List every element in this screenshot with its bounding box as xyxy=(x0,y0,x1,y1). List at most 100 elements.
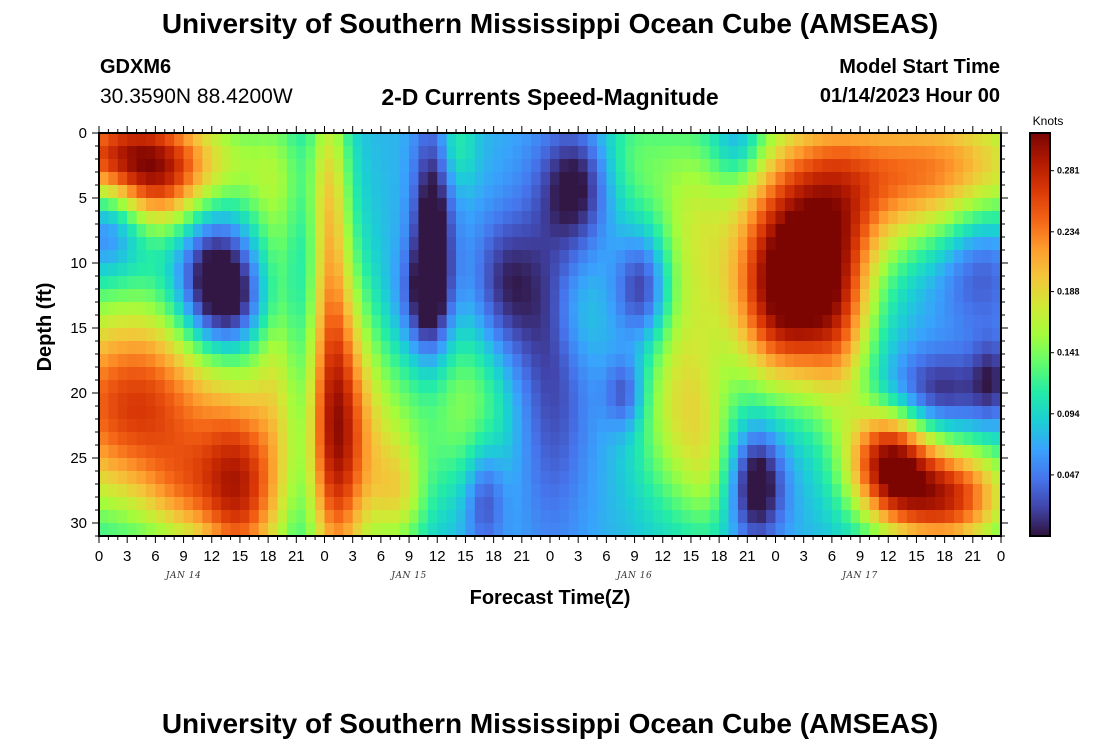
heatmap-cell xyxy=(728,523,739,537)
heatmap-cell xyxy=(700,315,711,329)
heatmap-cell xyxy=(615,302,626,316)
heatmap-cell xyxy=(925,250,936,264)
heatmap-cell xyxy=(127,211,138,225)
heatmap-cell xyxy=(155,289,166,303)
heatmap-cell xyxy=(944,211,955,225)
heatmap-cell xyxy=(869,367,880,381)
heatmap-cell xyxy=(944,497,955,511)
heatmap-cell xyxy=(709,315,720,329)
heatmap-cell xyxy=(681,276,692,290)
heatmap-cell xyxy=(643,263,654,277)
heatmap-cell xyxy=(747,458,758,472)
heatmap-cell xyxy=(587,185,598,199)
heatmap-cell xyxy=(296,458,307,472)
heatmap-cell xyxy=(324,523,335,537)
heatmap-cell xyxy=(315,458,326,472)
heatmap-cell xyxy=(230,133,241,147)
heatmap-cell xyxy=(634,289,645,303)
heatmap-cell xyxy=(183,211,194,225)
heatmap-cell xyxy=(972,302,983,316)
heatmap-cell xyxy=(766,172,777,186)
heatmap-cell xyxy=(653,263,664,277)
heatmap-cell xyxy=(982,471,993,485)
heatmap-cell xyxy=(268,185,279,199)
heatmap-cell xyxy=(972,159,983,173)
heatmap-cell xyxy=(568,484,579,498)
heatmap-cell xyxy=(437,224,448,238)
heatmap-cell xyxy=(550,419,560,433)
heatmap-cell xyxy=(333,471,344,485)
heatmap-cell xyxy=(503,406,514,420)
heatmap-cell xyxy=(493,380,504,394)
heatmap-cell xyxy=(700,354,711,368)
heatmap-cell xyxy=(155,484,166,498)
heatmap-cell xyxy=(935,458,946,472)
heatmap-cell xyxy=(907,185,918,199)
heatmap-cell xyxy=(352,393,363,407)
heatmap-cell xyxy=(878,289,889,303)
heatmap-cell xyxy=(324,224,335,238)
heatmap-cell xyxy=(202,224,213,238)
heatmap-cell xyxy=(672,276,683,290)
heatmap-cell xyxy=(794,380,805,394)
heatmap-cell xyxy=(897,497,908,511)
heatmap-cell xyxy=(503,367,514,381)
heatmap-cell xyxy=(155,458,166,472)
heatmap-cell xyxy=(343,458,354,472)
heatmap-cell xyxy=(596,380,607,394)
heatmap-cell xyxy=(803,211,814,225)
heatmap-cell xyxy=(775,432,786,446)
heatmap-cell xyxy=(540,406,551,420)
heatmap-cell xyxy=(202,393,213,407)
heatmap-cell xyxy=(446,146,457,160)
heatmap-cell xyxy=(437,432,448,446)
heatmap-cell xyxy=(380,302,391,316)
heatmap-cell xyxy=(230,224,241,238)
heatmap-cell xyxy=(888,354,899,368)
heatmap-cell xyxy=(916,380,927,394)
heatmap-cell xyxy=(803,172,814,186)
heatmap-cell xyxy=(578,471,589,485)
heatmap-cell xyxy=(164,328,175,342)
heatmap-cell xyxy=(333,276,344,290)
heatmap-cell xyxy=(202,185,213,199)
heatmap-cell xyxy=(803,471,814,485)
heatmap-cell xyxy=(813,367,824,381)
heatmap-cell xyxy=(437,146,448,160)
heatmap-cell xyxy=(831,484,842,498)
heatmap-cell xyxy=(221,484,232,498)
heatmap-cell xyxy=(474,198,485,212)
heatmap-cell xyxy=(963,354,974,368)
heatmap-cells xyxy=(99,133,1002,537)
heatmap-cell xyxy=(756,406,767,420)
x-tick-label: 3 xyxy=(349,548,357,565)
heatmap-cell xyxy=(305,380,316,394)
heatmap-cell xyxy=(991,497,1002,511)
heatmap-cell xyxy=(916,484,927,498)
heatmap-cell xyxy=(305,133,316,147)
heatmap-cell xyxy=(108,354,119,368)
heatmap-cell xyxy=(484,458,495,472)
heatmap-cell xyxy=(503,445,514,459)
heatmap-cell xyxy=(108,445,119,459)
heatmap-cell xyxy=(643,510,654,524)
heatmap-cell xyxy=(672,250,683,264)
heatmap-cell xyxy=(343,133,354,147)
heatmap-cell xyxy=(709,523,720,537)
heatmap-cell xyxy=(737,224,748,238)
heatmap-cell xyxy=(719,341,730,355)
heatmap-cell xyxy=(982,159,993,173)
heatmap-cell xyxy=(427,211,438,225)
heatmap-cell xyxy=(907,302,918,316)
heatmap-cell xyxy=(794,341,805,355)
heatmap-cell xyxy=(249,146,260,160)
heatmap-cell xyxy=(794,224,805,238)
heatmap-cell xyxy=(625,523,636,537)
heatmap-cell xyxy=(803,185,814,199)
heatmap-cell xyxy=(625,497,636,511)
heatmap-cell xyxy=(99,315,109,329)
heatmap-cell xyxy=(606,458,617,472)
heatmap-cell xyxy=(766,237,777,251)
heatmap-cell xyxy=(634,263,645,277)
heatmap-cell xyxy=(954,510,965,524)
